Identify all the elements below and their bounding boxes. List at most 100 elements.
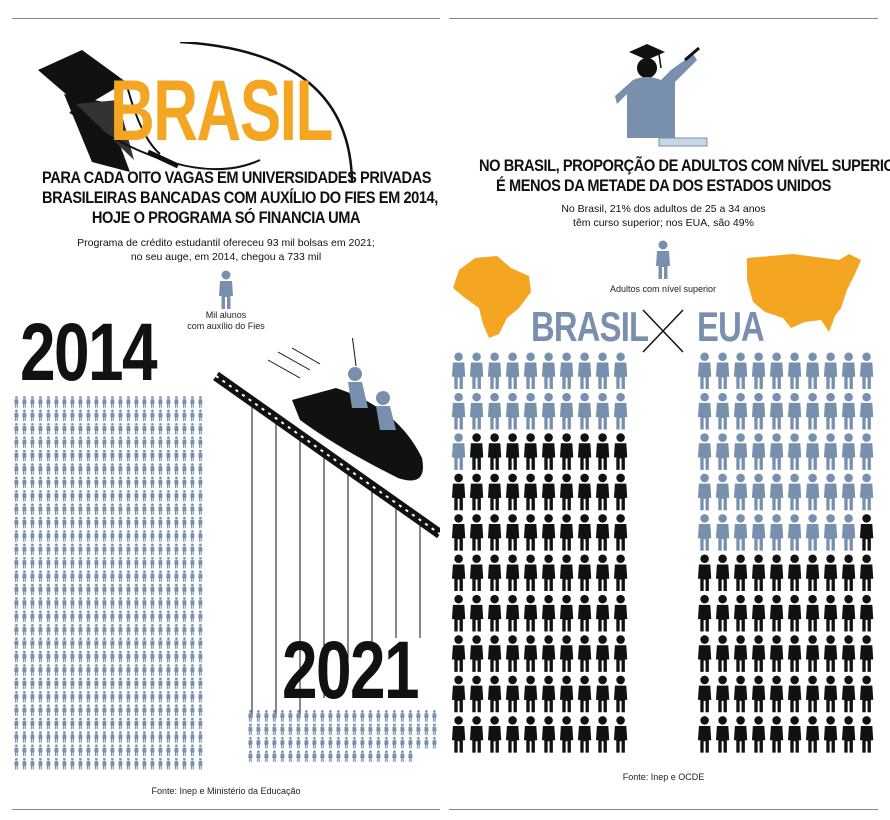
- headline-line: BRASILEIRAS BANCADAS COM AUXÍLIO DO FIES…: [41, 188, 438, 207]
- person-icon: [174, 623, 179, 636]
- versus-cross-icon: [642, 309, 684, 353]
- country-label-brasil: BRASIL: [531, 303, 649, 350]
- person-icon: [110, 757, 115, 770]
- person-icon: [14, 597, 19, 609]
- person-icon: [150, 717, 155, 730]
- person-icon: [86, 704, 91, 716]
- person-icon: [38, 690, 43, 703]
- person-icon: [70, 744, 75, 757]
- person-icon: [134, 744, 139, 757]
- person-icon: [182, 744, 187, 757]
- person-icon: [182, 677, 187, 690]
- person-icon: [134, 610, 139, 623]
- person-icon: [841, 514, 856, 551]
- person-icon: [166, 543, 171, 556]
- person-icon: [787, 716, 802, 753]
- person-icon: [280, 710, 285, 722]
- person-icon: [14, 436, 19, 448]
- person-icon: [38, 731, 43, 743]
- person-icon: [126, 731, 131, 743]
- person-icon: [142, 744, 147, 757]
- person-icon: [559, 352, 574, 390]
- person-icon: [46, 396, 51, 408]
- person-icon: [62, 744, 67, 757]
- person-icon: [805, 635, 820, 672]
- person-icon: [54, 583, 59, 596]
- person-icon: [523, 675, 538, 713]
- person-icon: [841, 352, 856, 390]
- person-icon: [166, 650, 171, 663]
- person-icon: [805, 554, 820, 592]
- person-icon: [158, 543, 163, 556]
- person-icon: [30, 422, 35, 435]
- person-icon: [360, 736, 365, 749]
- person-icon: [280, 723, 285, 736]
- person-icon: [280, 736, 285, 749]
- person-icon: [94, 422, 99, 435]
- person-icon: [198, 543, 203, 556]
- person-icon: [751, 392, 766, 430]
- person-icon: [78, 476, 83, 489]
- person-icon: [198, 597, 203, 609]
- person-icon: [110, 583, 115, 596]
- person-icon: [198, 489, 203, 502]
- person-icon: [190, 731, 195, 743]
- person-icon: [110, 503, 115, 515]
- person-icon: [70, 664, 75, 676]
- person-icon: [190, 757, 195, 770]
- person-icon: [656, 240, 670, 279]
- person-icon: [62, 503, 67, 515]
- person-icon: [166, 476, 171, 489]
- person-icon: [487, 635, 502, 672]
- person-icon: [541, 433, 556, 470]
- person-icon: [118, 436, 123, 448]
- person-icon: [451, 594, 466, 632]
- person-icon: [22, 449, 27, 462]
- person-icon: [198, 704, 203, 716]
- person-icon: [78, 610, 83, 623]
- person-icon: [344, 750, 349, 762]
- person-icon: [134, 543, 139, 556]
- person-icon: [14, 744, 19, 757]
- person-icon: [38, 744, 43, 757]
- person-icon: [126, 396, 131, 408]
- person-icon: [46, 664, 51, 676]
- person-icon: [769, 594, 784, 632]
- person-icon: [190, 503, 195, 515]
- person-icon: [14, 530, 19, 542]
- person-icon: [78, 396, 83, 408]
- person-icon: [102, 556, 107, 569]
- person-icon: [30, 556, 35, 569]
- person-icon: [62, 463, 67, 475]
- person-icon: [54, 409, 59, 422]
- person-icon: [22, 556, 27, 569]
- legend-label: Mil alunos com auxílio do Fies: [180, 310, 272, 332]
- person-icon: [613, 473, 628, 511]
- person-icon: [400, 750, 405, 762]
- person-icon: [166, 704, 171, 716]
- person-icon: [22, 664, 27, 676]
- person-icon: [118, 489, 123, 502]
- graduate-figure-icon: [615, 44, 708, 147]
- person-icon: [30, 409, 35, 422]
- person-icon: [541, 392, 556, 430]
- person-icon: [751, 554, 766, 592]
- person-icon: [841, 433, 856, 470]
- person-icon: [110, 731, 115, 743]
- person-icon: [469, 635, 484, 672]
- person-icon: [595, 716, 610, 753]
- person-icon: [198, 463, 203, 475]
- person-icon: [102, 610, 107, 623]
- person-icon: [102, 704, 107, 716]
- person-icon: [14, 570, 19, 582]
- person-icon: [70, 489, 75, 502]
- person-icon: [451, 473, 466, 511]
- person-icon: [336, 750, 341, 762]
- person-icon: [54, 597, 59, 609]
- person-icon: [256, 710, 261, 722]
- person-icon: [134, 690, 139, 703]
- person-icon: [54, 610, 59, 623]
- headline-line: É MENOS DA METADE DA DOS ESTADOS UNIDOS: [496, 176, 831, 195]
- person-icon: [126, 757, 131, 770]
- person-icon: [166, 717, 171, 730]
